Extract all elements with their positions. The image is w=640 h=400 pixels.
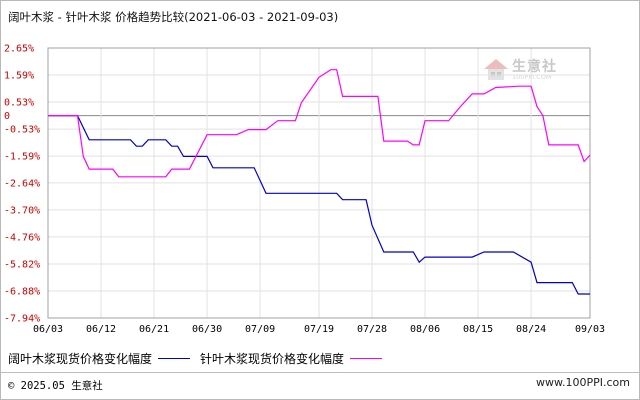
y-tick-label: -4.76% bbox=[4, 232, 40, 243]
y-tick-label: -3.70% bbox=[4, 205, 40, 216]
y-tick-label: 1.59% bbox=[4, 71, 34, 82]
x-tick-label: 06/03 bbox=[33, 324, 63, 335]
watermark: 生意社 100PPI.COM bbox=[482, 56, 574, 84]
series-line-hardwood bbox=[48, 114, 590, 295]
x-tick-label: 07/28 bbox=[357, 324, 387, 335]
legend-label-hardwood: 阔叶木浆现货价格变化幅度 bbox=[8, 352, 153, 366]
series-layer bbox=[48, 69, 591, 295]
x-tick-label: 08/06 bbox=[410, 324, 440, 335]
x-tick-label: 06/12 bbox=[86, 324, 116, 335]
watermark-name: 生意社 bbox=[512, 59, 557, 75]
legend-swatch-softwood bbox=[350, 358, 383, 359]
y-tick-label: -2.64% bbox=[4, 178, 40, 189]
site-link[interactable]: www.100PPI.com bbox=[536, 376, 630, 389]
watermark-url: 100PPI.COM bbox=[512, 73, 552, 81]
y-tick-label: -5.82% bbox=[4, 259, 40, 270]
x-tick-label: 09/03 bbox=[575, 324, 605, 335]
legend-swatch-hardwood bbox=[158, 358, 191, 359]
y-tick-label: -6.88% bbox=[4, 286, 40, 297]
x-tick-label: 08/24 bbox=[516, 324, 546, 335]
axes: 2.65% 1.59% 0.53% 0 -0.53% -1.59% -2.64% -3.70%… bbox=[4, 44, 605, 336]
x-tick-label: 07/09 bbox=[245, 324, 275, 335]
house-logo-icon bbox=[484, 59, 508, 80]
y-tick-label: -1.59% bbox=[4, 152, 40, 163]
x-tick-label: 06/21 bbox=[139, 324, 169, 335]
legend-label-softwood: 针叶木浆现货价格变化幅度 bbox=[200, 352, 345, 366]
x-tick-label: 06/30 bbox=[192, 324, 222, 335]
y-tick-label: -7.94% bbox=[4, 314, 40, 325]
copyright: © 2025.05 生意社 bbox=[8, 380, 103, 392]
legend: 阔叶木浆现货价格变化幅度 针叶木浆现货价格变化幅度 bbox=[8, 350, 392, 367]
footer-divider bbox=[0, 372, 640, 373]
grid bbox=[47, 47, 591, 319]
chart-title: 阔叶木浆 - 针叶木浆 价格趋势比较(2021-06-03 - 2021-09-… bbox=[8, 10, 339, 24]
x-tick-label: 07/19 bbox=[304, 324, 334, 335]
x-tick-label: 08/15 bbox=[463, 324, 493, 335]
y-tick-label: 2.65% bbox=[4, 44, 34, 55]
y-tick-label: -0.53% bbox=[4, 125, 40, 136]
line-chart: 2.65% 1.59% 0.53% 0 -0.53% -1.59% -2.64% -3.70%… bbox=[4, 44, 605, 336]
plot-border bbox=[47, 47, 591, 319]
series-line-softwood bbox=[48, 69, 591, 178]
y-tick-label: 0.53% bbox=[4, 98, 34, 109]
y-tick-label: 0 bbox=[4, 111, 10, 122]
